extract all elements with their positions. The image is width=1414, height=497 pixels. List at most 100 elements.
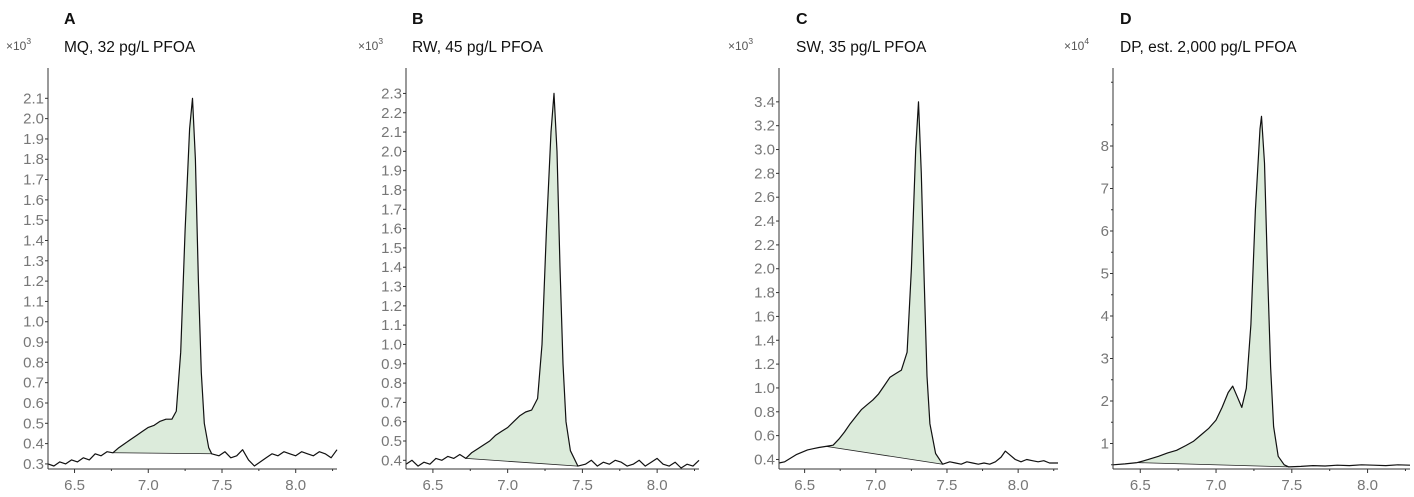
panel-letter-d: D [1120, 11, 1132, 28]
integration-baseline-b [465, 457, 578, 467]
y-tick-label-d: 6 [1101, 223, 1109, 240]
y-multiplier-exponent-d: 4 [1084, 36, 1089, 46]
y-tick-label-d: 8 [1101, 138, 1109, 155]
y-tick-label-a: 1.7 [23, 172, 44, 189]
y-tick-label-c: 2.2 [754, 237, 775, 254]
y-tick-label-a: 2.0 [23, 111, 44, 128]
x-tick-label-b: 7.0 [497, 477, 518, 494]
y-tick-label-d: 2 [1101, 393, 1109, 410]
peak-area-b [465, 93, 578, 467]
y-tick-label-c: 3.2 [754, 118, 775, 135]
y-tick-label-a: 1.5 [23, 212, 44, 229]
integration-baseline-d [1137, 462, 1289, 468]
x-tick-label-d: 7.0 [1206, 477, 1227, 494]
y-tick-label-a: 0.9 [23, 334, 44, 351]
y-tick-label-b: 1.9 [381, 163, 402, 180]
y-tick-label-b: 1.4 [381, 259, 402, 276]
y-tick-label-c: 0.4 [754, 451, 775, 468]
y-tick-label-b: 0.6 [381, 414, 402, 431]
y-tick-label-c: 1.2 [754, 356, 775, 373]
panel-letter-b: B [412, 11, 424, 28]
y-tick-label-a: 0.4 [23, 436, 44, 453]
y-tick-label-a: 0.3 [23, 456, 44, 473]
y-tick-label-a: 0.5 [23, 415, 44, 432]
y-tick-label-a: 1.3 [23, 253, 44, 270]
y-tick-label-c: 3.0 [754, 142, 775, 159]
x-tick-label-d: 8.0 [1357, 477, 1378, 494]
y-tick-label-d: 3 [1101, 351, 1109, 368]
peak-area-a [112, 98, 212, 454]
peak-area-c [826, 101, 943, 465]
y-multiplier-exponent-b: 3 [378, 36, 383, 46]
y-tick-label-c: 0.6 [754, 428, 775, 445]
chromatogram-trace-a [47, 97, 338, 467]
x-tick-label-a: 7.5 [212, 477, 233, 494]
y-tick-label-a: 1.1 [23, 293, 44, 310]
panel-title-c: SW, 35 pg/L PFOA [796, 39, 927, 56]
y-tick-label-b: 1.2 [381, 298, 402, 315]
y-tick-label-c: 2.4 [754, 213, 775, 230]
x-tick-label-d: 7.5 [1281, 477, 1302, 494]
y-tick-label-a: 1.9 [23, 131, 44, 148]
y-multiplier-d: ×104 [1064, 36, 1089, 53]
y-tick-label-c: 1.4 [754, 332, 775, 349]
y-tick-label-b: 1.3 [381, 279, 402, 296]
y-tick-label-d: 1 [1101, 436, 1109, 453]
y-tick-label-b: 1.8 [381, 182, 402, 199]
y-tick-label-d: 7 [1101, 181, 1109, 198]
panel-title-d: DP, est. 2,000 pg/L PFOA [1120, 39, 1297, 56]
chart-panel-a: A MQ, 32 pg/L PFOA ×103 0.3 0.4 0.5 0.6 0.7 0.8 0… [6, 11, 338, 494]
x-tick-label-b: 7.5 [572, 477, 593, 494]
chart-panel-d: D DP, est. 2,000 pg/L PFOA ×104 1 2 3 4 5 6 7 8 6.5… [1064, 11, 1411, 494]
x-tick-label-a: 8.0 [285, 477, 306, 494]
y-tick-label-d: 4 [1101, 308, 1109, 325]
y-tick-label-b: 1.1 [381, 317, 402, 334]
integration-baseline-c [825, 445, 943, 465]
y-tick-label-b: 2.1 [381, 124, 402, 141]
chart-panel-b: B RW, 45 pg/L PFOA ×103 0.4 0.5 0.6 0.7 0.8 0.9 1… [358, 11, 700, 494]
y-tick-label-a: 0.7 [23, 375, 44, 392]
y-tick-label-a: 2.1 [23, 90, 44, 107]
y-tick-label-c: 2.0 [754, 261, 775, 278]
y-multiplier-b: ×103 [358, 36, 383, 53]
y-tick-label-b: 1.5 [381, 240, 402, 257]
y-tick-label-a: 1.0 [23, 314, 44, 331]
chromatogram-trace-b [405, 92, 700, 469]
y-tick-label-a: 1.6 [23, 192, 44, 209]
y-multiplier-exponent-c: 3 [748, 36, 753, 46]
y-tick-label-a: 1.8 [23, 151, 44, 168]
y-tick-label-b: 0.4 [381, 452, 402, 469]
y-tick-label-b: 1.0 [381, 336, 402, 353]
chromatogram-trace-c [778, 101, 1058, 465]
panel-letter-c: C [796, 11, 808, 28]
x-tick-label-b: 6.5 [422, 477, 443, 494]
x-tick-label-a: 6.5 [64, 477, 85, 494]
y-tick-label-b: 0.8 [381, 375, 402, 392]
y-tick-label-a: 0.6 [23, 395, 44, 412]
integration-baseline-a [112, 452, 212, 455]
y-tick-label-b: 2.2 [381, 105, 402, 122]
y-tick-label-c: 1.6 [754, 308, 775, 325]
y-tick-label-b: 1.6 [381, 221, 402, 238]
panel-title-b: RW, 45 pg/L PFOA [412, 39, 544, 56]
y-tick-label-b: 0.5 [381, 433, 402, 450]
x-tick-label-c: 6.5 [794, 477, 815, 494]
x-tick-label-c: 7.5 [937, 477, 958, 494]
peak-area-d [1137, 116, 1289, 467]
y-multiplier-c: ×103 [728, 36, 753, 53]
y-tick-label-c: 2.8 [754, 165, 775, 182]
y-tick-label-b: 1.7 [381, 201, 402, 218]
y-tick-label-b: 2.0 [381, 143, 402, 160]
y-tick-label-b: 0.9 [381, 356, 402, 373]
y-tick-label-b: 0.7 [381, 394, 402, 411]
chromatogram-trace-d [1112, 115, 1411, 468]
panel-letter-a: A [64, 11, 76, 28]
y-tick-label-a: 1.4 [23, 232, 44, 249]
chart-panel-c: C SW, 35 pg/L PFOA ×103 0.4 0.6 0.8 1.0 1.2 1.4 1… [728, 11, 1058, 494]
y-tick-label-c: 0.8 [754, 404, 775, 421]
y-multiplier-exponent-a: 3 [26, 36, 31, 46]
y-tick-label-c: 3.4 [754, 94, 775, 111]
y-multiplier-a: ×103 [6, 36, 31, 53]
x-tick-label-d: 6.5 [1130, 477, 1151, 494]
y-tick-label-a: 1.2 [23, 273, 44, 290]
